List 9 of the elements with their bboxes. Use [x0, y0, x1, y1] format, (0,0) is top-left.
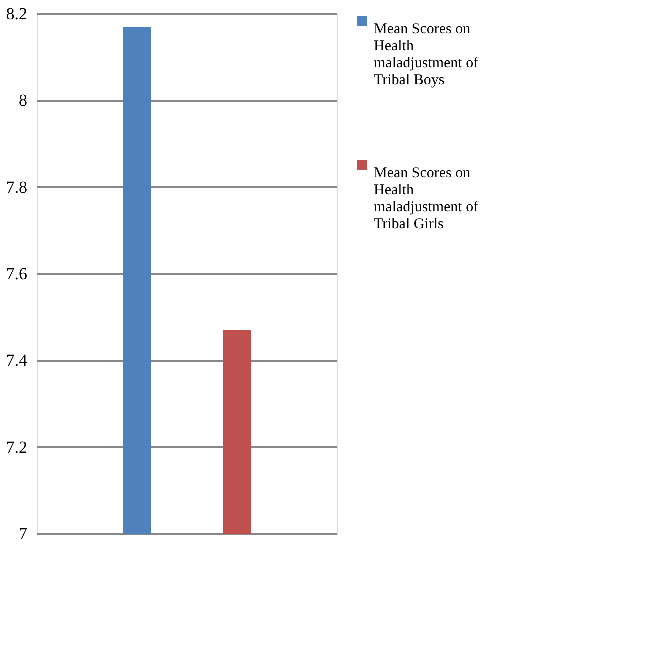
y-tick-label: 8.2 [6, 4, 28, 24]
y-tick-label: 7 [19, 524, 28, 544]
legend-label: Mean Scores on Health maladjustment of Tribal Boys [374, 22, 479, 88]
y-tick-label: 7.8 [6, 178, 28, 197]
legend-label: Mean Scores on Health maladjustment of Tribal Girls [374, 166, 479, 232]
y-tick-label: 7.6 [6, 264, 28, 284]
y-tick-label: 7.4 [6, 351, 28, 370]
y-tick-label: 8 [19, 91, 28, 110]
y-tick-label: 7.2 [6, 438, 28, 457]
